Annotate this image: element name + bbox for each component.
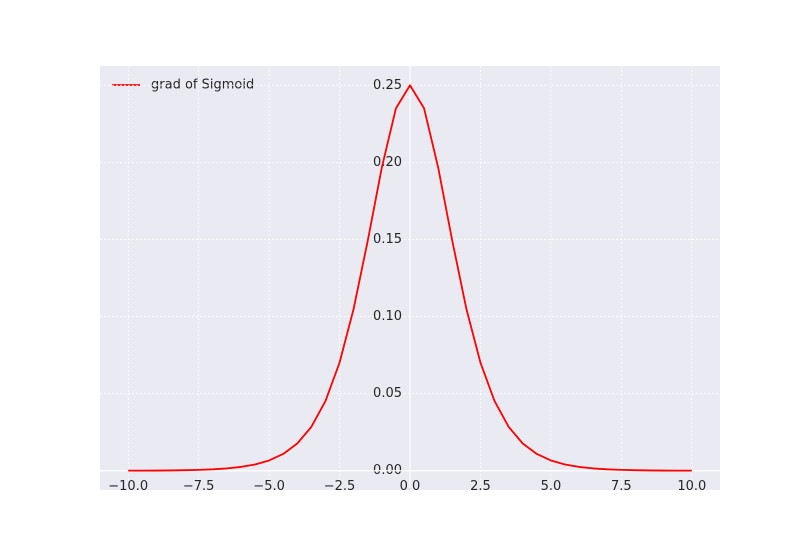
- y-tick-label: 0.10: [373, 309, 402, 324]
- y-tick-label: 0.15: [373, 232, 402, 247]
- line: [128, 84, 692, 472]
- x-tick-label: −5.0: [253, 479, 285, 494]
- y-tick-label: 0.05: [373, 386, 402, 401]
- x-tick-label: −10.0: [108, 479, 148, 494]
- x-tick-label: 5.0: [541, 479, 562, 494]
- x-tick-label: −7.5: [183, 479, 215, 494]
- x-tick-label: −2.5: [324, 479, 356, 494]
- y-tick-label: 0.20: [373, 155, 402, 170]
- x-tick-label: 7.5: [611, 479, 632, 494]
- y-tick-label: 0.25: [373, 78, 402, 93]
- legend-label: grad of Sigmoid: [151, 78, 254, 93]
- x-tick-label: 10.0: [677, 479, 706, 494]
- x-tick-label: 2.5: [470, 479, 491, 494]
